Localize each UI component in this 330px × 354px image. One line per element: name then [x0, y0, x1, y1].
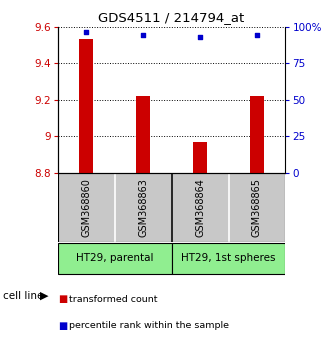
- Title: GDS4511 / 214794_at: GDS4511 / 214794_at: [98, 11, 245, 24]
- Bar: [58, 244, 172, 274]
- Point: [141, 33, 146, 38]
- Text: percentile rank within the sample: percentile rank within the sample: [69, 321, 229, 330]
- Bar: [193, 142, 207, 173]
- Text: cell line: cell line: [3, 291, 44, 301]
- Bar: [250, 96, 264, 173]
- Text: GSM368860: GSM368860: [81, 178, 91, 237]
- Point: [254, 33, 260, 38]
- Text: GSM368864: GSM368864: [195, 178, 205, 237]
- Text: ■: ■: [58, 294, 67, 304]
- Point: [197, 34, 203, 40]
- Bar: [79, 39, 93, 173]
- Text: GSM368863: GSM368863: [138, 178, 148, 237]
- Bar: [172, 244, 285, 274]
- Text: ▶: ▶: [40, 291, 49, 301]
- Text: GSM368865: GSM368865: [252, 178, 262, 237]
- Text: HT29, parental: HT29, parental: [76, 253, 153, 263]
- Text: transformed count: transformed count: [69, 295, 158, 304]
- Text: ■: ■: [58, 321, 67, 331]
- Text: HT29, 1st spheres: HT29, 1st spheres: [181, 253, 276, 263]
- Point: [83, 30, 89, 35]
- Bar: [136, 96, 150, 173]
